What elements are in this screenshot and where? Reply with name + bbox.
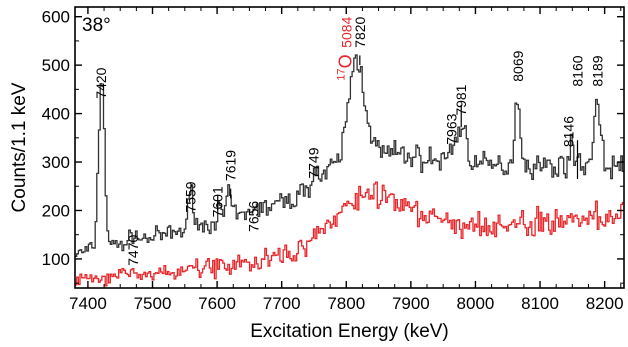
- peak-label-7963: 7963: [444, 113, 460, 144]
- peak-label-5084: 5084: [338, 16, 354, 47]
- x-axis-title: Excitation Energy (keV): [250, 321, 449, 342]
- plot-frame: [74, 6, 625, 289]
- x-tick-label: 8100: [521, 294, 559, 313]
- x-tick-label: 7500: [134, 294, 172, 313]
- peak-label-7420: 7420: [93, 67, 109, 98]
- peak-label-8160: 8160: [569, 55, 585, 86]
- y-tick-label: 400: [42, 105, 70, 124]
- y-axis-title: Counts/1.1 keV: [9, 82, 30, 212]
- peak-label-7820: 7820: [352, 16, 368, 47]
- peak-label-7619: 7619: [223, 150, 239, 181]
- spectrum-series-black: [75, 54, 624, 257]
- x-tick-label: 8200: [586, 294, 624, 313]
- angle-annotation: 38°: [82, 15, 111, 36]
- y-tick-label: 300: [42, 153, 70, 172]
- series-layer: [75, 54, 624, 287]
- x-tick-label: 8000: [457, 294, 495, 313]
- peak-label-7656: 7656: [245, 201, 261, 232]
- axis-layer: 7400 7500 7600 7700 7800 7900 8000 8100 8200 100 2…: [42, 7, 624, 313]
- x-tick-label: 7800: [327, 294, 365, 313]
- x-tick-label: 7700: [263, 294, 301, 313]
- y-tick-label: 500: [42, 56, 70, 75]
- y-tick-label: 600: [42, 8, 70, 27]
- oxygen-17-label: 17O: [335, 54, 355, 80]
- oxygen-17-symbol: O: [335, 54, 355, 68]
- peak-label-7559: 7559: [183, 181, 199, 212]
- oxygen-17-mass-number: 17: [335, 68, 347, 80]
- y-tick-label: 100: [42, 250, 70, 269]
- peak-label-7749: 7749: [305, 147, 321, 178]
- x-tick-label: 7400: [69, 294, 107, 313]
- x-tick-label: 7600: [198, 294, 236, 313]
- y-tick-label: 200: [42, 201, 70, 220]
- peak-label-8189: 8189: [590, 55, 606, 86]
- peak-label-8146: 8146: [560, 116, 576, 147]
- peak-label-7470: 7470: [125, 235, 141, 266]
- spectrum-series-red: [75, 181, 624, 287]
- x-tick-label: 7900: [392, 294, 430, 313]
- peak-label-8069: 8069: [510, 50, 526, 81]
- peak-label-7981: 7981: [453, 84, 469, 115]
